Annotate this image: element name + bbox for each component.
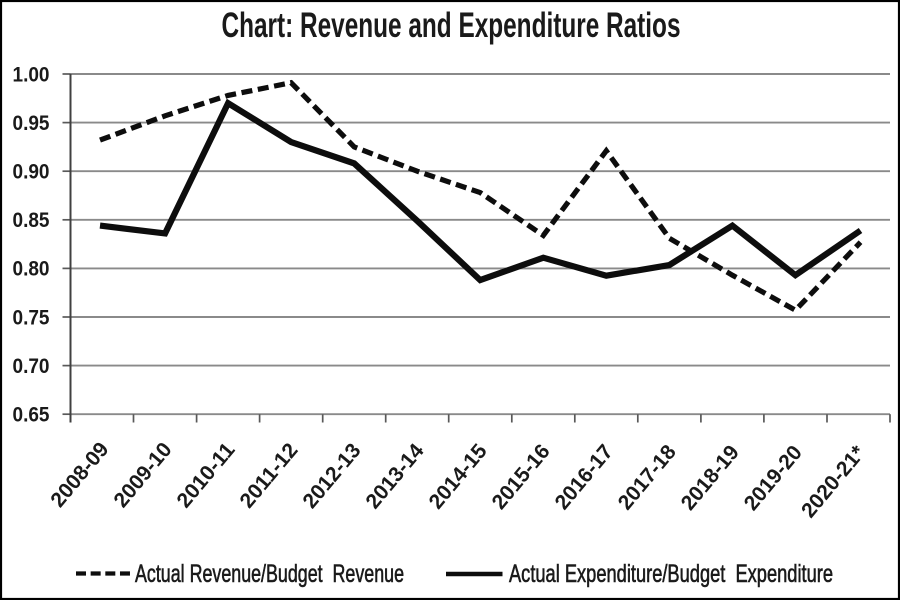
svg-text:1.00: 1.00 <box>13 63 50 86</box>
svg-text:0.90: 0.90 <box>13 161 50 184</box>
svg-text:0.65: 0.65 <box>13 404 50 427</box>
svg-text:0.85: 0.85 <box>13 209 50 232</box>
svg-text:0.95: 0.95 <box>13 112 50 135</box>
svg-text:Chart: Revenue and Expenditure: Chart: Revenue and Expenditure Ratios <box>222 6 681 45</box>
svg-text:0.75: 0.75 <box>13 306 50 329</box>
svg-text:0.70: 0.70 <box>13 355 50 378</box>
svg-text:Actual Expenditure/Budget Exp: Actual Expenditure/Budget Expenditure <box>509 560 833 588</box>
svg-text:Actual Revenue/Budget Revenue: Actual Revenue/Budget Revenue <box>135 560 404 588</box>
svg-text:0.80: 0.80 <box>13 258 50 281</box>
